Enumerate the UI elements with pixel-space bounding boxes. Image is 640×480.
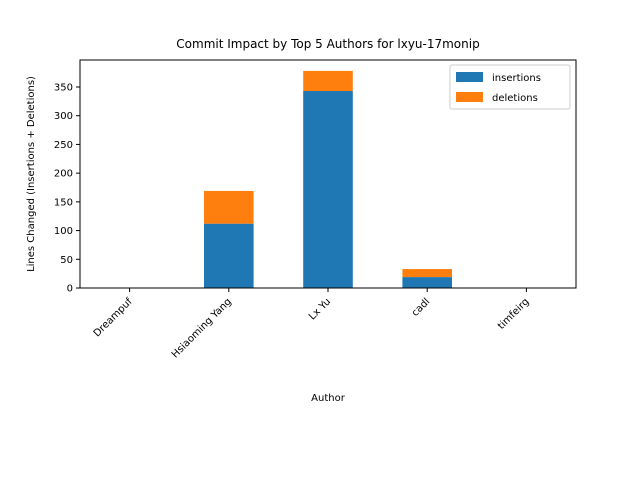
y-tick-label-0: 0: [67, 284, 73, 295]
y-tick-label-7: 350: [54, 82, 73, 93]
y-tick-label-6: 300: [54, 111, 73, 122]
x-axis-label: Author: [311, 393, 346, 404]
x-axis: Dreampuf Hsiaoming Yang Lx Yu cadl timfeirg: [92, 288, 532, 360]
legend-label-deletions: deletions: [492, 93, 538, 104]
x-tick-label-3: cadl: [410, 296, 432, 318]
x-tick-label-1: Hsiaoming Yang: [170, 296, 234, 360]
bar-insertions-3: [402, 277, 452, 288]
legend: insertions deletions: [449, 64, 571, 110]
y-axis-label: Lines Changed (Insertions + Deletions): [26, 76, 37, 272]
legend-swatch-insertions: [456, 72, 483, 82]
y-tick-label-4: 200: [54, 169, 73, 180]
x-tick-label-0: Dreampuf: [92, 296, 135, 339]
legend-label-insertions: insertions: [492, 73, 541, 84]
bar-deletions-2: [303, 70, 353, 92]
bar-insertions-2: [303, 91, 353, 288]
chart-title: Commit Impact by Top 5 Authors for lxyu-…: [176, 37, 479, 51]
x-tick-label-2: Lx Yu: [307, 296, 333, 322]
y-tick-label-5: 250: [54, 140, 73, 151]
bar-deletions-3: [402, 269, 452, 278]
y-axis: 0 50 100 150 200 250 300 350: [54, 82, 80, 295]
y-tick-label-2: 100: [54, 226, 73, 237]
y-tick-label-1: 50: [60, 255, 73, 266]
y-tick-label-3: 150: [54, 197, 73, 208]
x-tick-label-4: timfeirg: [496, 296, 531, 331]
legend-swatch-deletions: [456, 92, 483, 102]
bar-deletions-1: [204, 190, 254, 224]
bar-insertions-1: [204, 223, 254, 288]
bars-group: [204, 70, 452, 288]
